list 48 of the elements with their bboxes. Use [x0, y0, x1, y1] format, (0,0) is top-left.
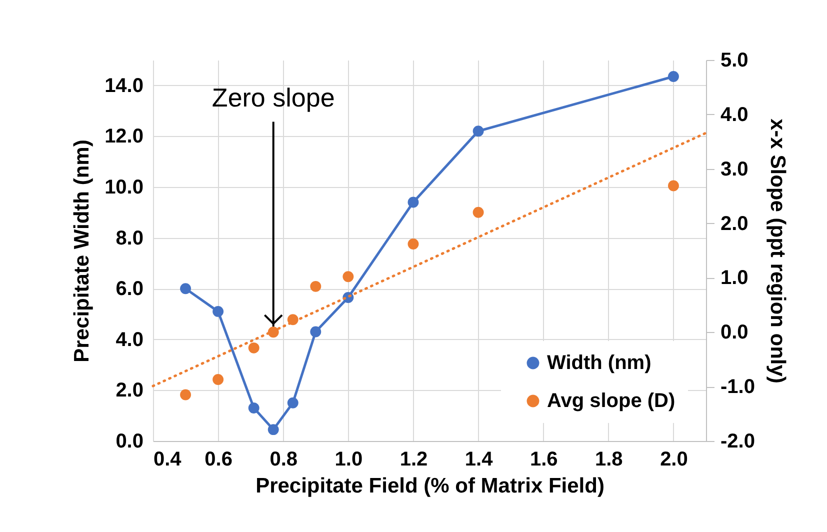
y2-tick-label: 4.0 [720, 104, 748, 126]
y-tick-label: 0.0 [116, 430, 144, 452]
point [408, 238, 419, 250]
y2-tick-label: 1.0 [720, 267, 748, 290]
point [212, 374, 224, 385]
x-tick-label: 1.2 [400, 448, 428, 470]
legend-label: Avg slope (D) [547, 390, 676, 412]
point [248, 402, 260, 414]
x-tick-label: 1.4 [464, 448, 494, 470]
point [472, 126, 484, 137]
y2-tick-label: -2.0 [720, 430, 755, 452]
x-tick-label: 0.6 [204, 448, 232, 470]
y-tick-label: 4.0 [116, 328, 144, 351]
point [310, 326, 322, 338]
point [268, 424, 279, 436]
y2-tick-label: 2.0 [720, 212, 748, 235]
y-tick-label: 2.0 [116, 380, 144, 402]
y-axis-title: Precipitate Width (nm) [70, 140, 94, 362]
point [180, 389, 192, 400]
y-tick-label: 6.0 [116, 278, 144, 300]
point [212, 306, 224, 317]
y2-tick-label: 5.0 [720, 50, 748, 72]
annotation: Zero slope [212, 82, 335, 113]
x-tick-label: 0.4 [154, 448, 182, 470]
x-tick-label: 1.6 [530, 448, 558, 470]
y2-axis-title: x-x Slope (ppt region only) [766, 118, 789, 384]
point [472, 206, 484, 218]
x-axis-title: Precipitate Field (% of Matrix Field) [256, 474, 604, 498]
point [310, 280, 322, 292]
y-tick-label: 14.0 [104, 74, 144, 97]
legend-label: Width (nm) [547, 352, 652, 374]
y2-tick-label: 0.0 [720, 322, 748, 344]
y-tick-label: 8.0 [116, 227, 144, 250]
x-tick-label: 1.8 [595, 448, 623, 470]
point [668, 180, 679, 192]
point [342, 271, 354, 282]
point [408, 196, 419, 208]
y-tick-label: 10.0 [104, 176, 144, 198]
y2-tick-label: 3.0 [720, 158, 748, 180]
point [248, 342, 260, 354]
point [668, 71, 679, 82]
x-tick-label: 0.8 [270, 448, 298, 470]
point [180, 283, 192, 294]
x-tick-label: 1.0 [334, 448, 363, 470]
y-tick-label: 12.0 [104, 126, 144, 148]
point [287, 397, 298, 408]
y2-tick-label: -1.0 [720, 376, 755, 398]
x-tick-label: 2.0 [660, 448, 688, 470]
